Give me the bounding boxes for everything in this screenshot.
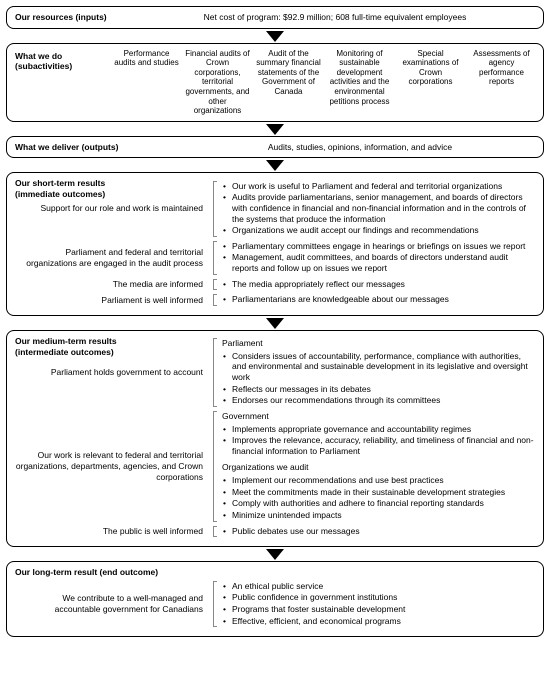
bullet-item: Minimize unintended impacts <box>222 510 535 521</box>
bullet-item: Audits provide parliamentarians, senior … <box>222 192 535 224</box>
bullet-item: Considers issues of accountability, perf… <box>222 351 535 383</box>
group-subhead: Government <box>222 411 535 422</box>
group-subhead: Organizations we audit <box>222 462 535 473</box>
row-right: Parliament Considers issues of accountabi… <box>213 338 535 407</box>
long-title: Our long-term result (end outcome) <box>15 567 535 578</box>
row-right: Government Implements appropriate governa… <box>213 411 535 522</box>
subactivities-box: What we do (subactivities) Performance a… <box>6 43 544 122</box>
bullet-item: An ethical public service <box>222 581 535 592</box>
bullet-item: Effective, efficient, and economical pro… <box>222 616 535 627</box>
inputs-box: Our resources (inputs) Net cost of progr… <box>6 6 544 29</box>
short-term-box: Our short-term results(immediate outcome… <box>6 172 544 316</box>
subactivities-label: What we do (subactivities) <box>15 49 107 116</box>
bullet-item: Improves the relevance, accuracy, reliab… <box>222 435 535 456</box>
subactivity-col: Monitoring of sustainable development ac… <box>326 49 393 116</box>
row-right: Parliamentary committees engage in heari… <box>213 241 535 275</box>
bullet-item: Parliamentary committees engage in heari… <box>222 241 535 252</box>
long-term-box: Our long-term result (end outcome) We co… <box>6 561 544 637</box>
inputs-text: Net cost of program: $92.9 million; 608 … <box>135 12 535 23</box>
row-right: Public debates use our messages <box>213 526 535 538</box>
arrow-icon <box>6 124 544 135</box>
row-left: Parliament holds government to account <box>15 338 205 407</box>
bullet-item: Comply with authorities and adhere to fi… <box>222 498 535 509</box>
row-right: Parliamentarians are knowledgeable about… <box>213 294 535 306</box>
bullet-item: Reflects our messages in its debates <box>222 384 535 395</box>
arrow-icon <box>6 31 544 42</box>
subactivity-col: Assessments of agency performance report… <box>468 49 535 116</box>
bullet-item: Public debates use our messages <box>222 526 535 537</box>
subactivity-col: Special examinations of Crown corporatio… <box>397 49 464 116</box>
bullet-item: Endorses our recommendations through its… <box>222 395 535 406</box>
outputs-box: What we deliver (outputs) Audits, studie… <box>6 136 544 159</box>
bullet-item: The media appropriately reflect our mess… <box>222 279 535 290</box>
outputs-label: What we deliver (outputs) <box>15 142 185 153</box>
subactivity-col: Performance audits and studies <box>113 49 180 116</box>
row-left: Support for our role and work is maintai… <box>15 181 205 237</box>
arrow-icon <box>6 549 544 560</box>
row-left: Our work is relevant to federal and terr… <box>15 411 205 522</box>
row-left: Parliament and federal and territorial o… <box>15 241 205 275</box>
row-right: The media appropriately reflect our mess… <box>213 279 535 291</box>
bullet-item: Implements appropriate governance and ac… <box>222 424 535 435</box>
row-left: Parliament is well informed <box>15 294 205 306</box>
long-right: An ethical public servicePublic confiden… <box>213 581 535 628</box>
subactivities-columns: Performance audits and studiesFinancial … <box>113 49 535 116</box>
arrow-icon <box>6 160 544 171</box>
bullet-item: Our work is useful to Parliament and fed… <box>222 181 535 192</box>
bullet-item: Implement our recommendations and use be… <box>222 475 535 486</box>
bullet-item: Organizations we audit accept our findin… <box>222 225 535 236</box>
row-right: Our work is useful to Parliament and fed… <box>213 181 535 237</box>
group-subhead: Parliament <box>222 338 535 349</box>
row-left: The media are informed <box>15 279 205 291</box>
arrow-icon <box>6 318 544 329</box>
medium-term-box: Our medium-term results(intermediate out… <box>6 330 544 547</box>
bullet-item: Management, audit committees, and boards… <box>222 252 535 273</box>
inputs-label: Our resources (inputs) <box>15 12 135 23</box>
bullet-item: Parliamentarians are knowledgeable about… <box>222 294 535 305</box>
bullet-item: Public confidence in government institut… <box>222 592 535 603</box>
outputs-text: Audits, studies, opinions, information, … <box>185 142 535 153</box>
subactivity-col: Audit of the summary financial statement… <box>255 49 322 116</box>
bullet-item: Meet the commitments made in their susta… <box>222 487 535 498</box>
row-left: The public is well informed <box>15 526 205 538</box>
bullet-item: Programs that foster sustainable develop… <box>222 604 535 615</box>
subactivity-col: Financial audits of Crown corporations, … <box>184 49 251 116</box>
long-left: We contribute to a well-managed and acco… <box>15 581 205 628</box>
